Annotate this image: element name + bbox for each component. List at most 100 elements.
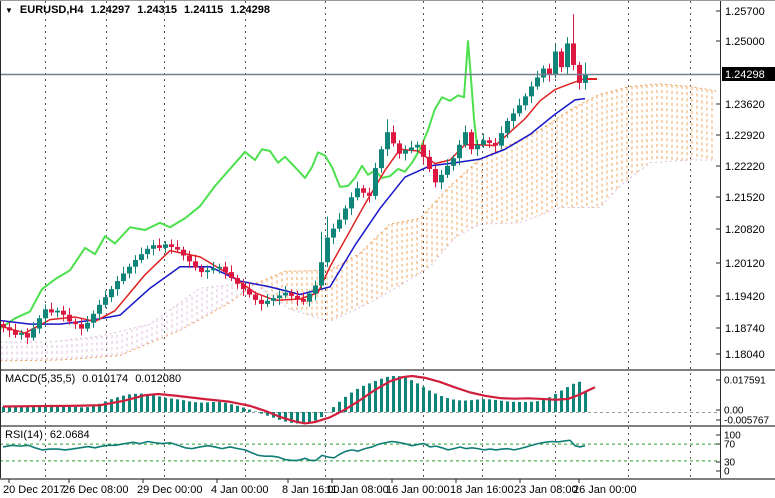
symbol-timeframe-label: EURUSD,H4	[19, 4, 84, 16]
candle-body	[157, 245, 162, 248]
time-axis-label: 16 Jan 00:00	[386, 484, 450, 496]
macd-axis-label: -0.005767	[724, 416, 769, 427]
candle-body	[91, 313, 96, 323]
price-axis-label: 1.25000	[725, 36, 765, 48]
rsi-axis-label: 100	[724, 431, 741, 442]
candle-body	[559, 51, 564, 68]
candle-body	[55, 310, 60, 313]
macd-value-main: 0.010174	[82, 373, 129, 385]
chikou-span	[0, 40, 478, 330]
candle-body	[313, 285, 318, 294]
price-axis-label: 1.20820	[725, 224, 765, 236]
candle-body	[199, 267, 204, 273]
candle-body	[391, 132, 396, 144]
symbol-quote-bar: ▼ EURUSD,H4 1.24297 1.24315 1.24115 1.24…	[5, 4, 270, 16]
candle-body	[451, 158, 456, 166]
price-axis-label: 1.19420	[725, 291, 765, 303]
candle-body	[181, 249, 186, 256]
price-axis-label: 1.20120	[725, 258, 765, 270]
candle-body	[517, 105, 522, 114]
candle-body	[343, 208, 348, 220]
candle-body	[583, 74, 588, 83]
candle-body	[463, 132, 468, 145]
candle-body	[523, 96, 528, 106]
candle-body	[145, 248, 150, 255]
macd-indicator-label: MACD(5,35,5) 0.010174 0.012080	[5, 373, 181, 385]
candle-body	[187, 255, 192, 262]
price-axis-label: 1.25700	[725, 6, 765, 18]
candle-body	[31, 328, 36, 338]
quote-open: 1.24297	[90, 4, 131, 16]
quote-close: 1.24298	[230, 4, 270, 16]
candle-body	[175, 246, 180, 250]
candle-body	[295, 295, 300, 300]
candle-body	[415, 144, 420, 148]
candle-body	[205, 270, 210, 273]
candle-body	[547, 68, 552, 75]
candle-body	[151, 245, 156, 249]
candle-body	[457, 144, 462, 159]
candle-body	[127, 266, 132, 274]
candle-body	[97, 304, 102, 314]
time-axis-label: 20 Dec 2017	[3, 484, 65, 496]
price-axis-label: 1.22920	[725, 130, 765, 142]
candle-body	[109, 289, 114, 298]
rsi-indicator-label: RSI(14) 62.0684	[5, 429, 90, 441]
candle-body	[535, 77, 540, 87]
candle-body	[61, 310, 66, 315]
candle-body	[319, 262, 324, 286]
macd-value-signal: 0.012080	[135, 373, 182, 385]
candle-body	[283, 292, 288, 296]
candle-body	[433, 168, 438, 183]
candle-body	[325, 237, 330, 263]
candle-body	[139, 254, 144, 260]
quote-low: 1.24115	[184, 4, 224, 16]
time-axis-label: 26 Jan 00:00	[573, 484, 637, 496]
rsi-axis-label: 70	[724, 440, 736, 451]
price-axis[interactable]: 1.25700 1.25000 1.23620 1.22920 1.22220 1.215…	[716, 6, 769, 478]
candle-body	[385, 132, 390, 150]
expand-arrow-icon[interactable]: ▼	[5, 5, 13, 15]
macd-panel	[0, 374, 720, 425]
candle-body	[169, 244, 174, 247]
rsi-value: 62.0684	[49, 429, 90, 441]
candle-body	[211, 268, 216, 271]
candle-body	[229, 272, 234, 278]
candle-body	[355, 188, 360, 198]
candle-body	[265, 300, 270, 304]
candle-body	[121, 273, 126, 282]
rsi-axis-label: 30	[724, 458, 736, 469]
macd-name: MACD(5,35,5)	[5, 373, 76, 385]
candle-body	[115, 281, 120, 290]
candle-body	[553, 51, 558, 75]
price-axis-label: 1.18740	[725, 323, 765, 335]
price-axis-label: 1.23620	[725, 99, 765, 111]
candle-body	[7, 327, 12, 331]
candle-body	[73, 321, 78, 325]
candle-body	[49, 309, 54, 313]
kijun-sen-line	[0, 97, 586, 325]
candle-body	[529, 86, 534, 97]
price-axis-label: 1.22220	[725, 161, 765, 173]
candle-body	[103, 297, 108, 305]
candle-body	[511, 113, 516, 121]
candle-body	[271, 298, 276, 301]
candle-body	[79, 324, 84, 329]
candle-body	[277, 295, 282, 299]
rsi-line	[2, 439, 586, 462]
candle-body	[421, 144, 426, 157]
candle-body	[397, 143, 402, 154]
candle-body	[445, 165, 450, 175]
candle-body	[403, 150, 408, 154]
kijun-sen	[0, 97, 586, 325]
candle-body	[193, 261, 198, 268]
candle-body	[247, 289, 252, 295]
price-axis-label: 1.21520	[725, 192, 765, 204]
quote-high: 1.24315	[137, 4, 178, 16]
macd-axis-label: 0.00	[724, 406, 744, 417]
candle-body	[409, 147, 414, 151]
candle-body	[331, 228, 336, 238]
